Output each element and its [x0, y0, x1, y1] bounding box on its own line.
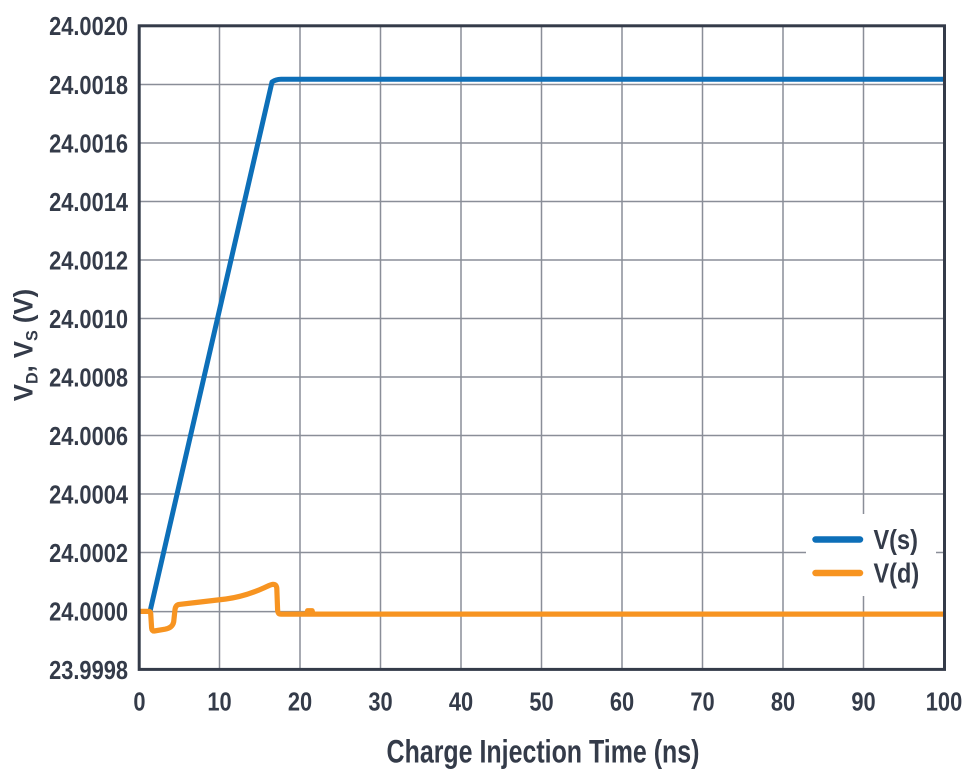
- svg-text:30: 30: [368, 688, 392, 717]
- svg-text:90: 90: [851, 688, 875, 717]
- svg-text:23.9998: 23.9998: [49, 656, 128, 685]
- svg-text:Charge Injection Time (ns): Charge Injection Time (ns): [387, 735, 700, 771]
- svg-text:24.0014: 24.0014: [49, 188, 129, 217]
- svg-text:100: 100: [926, 688, 962, 717]
- svg-text:24.0004: 24.0004: [49, 481, 129, 510]
- svg-text:24.0012: 24.0012: [49, 247, 128, 276]
- svg-text:24.0006: 24.0006: [49, 422, 128, 451]
- svg-text:70: 70: [690, 688, 714, 717]
- svg-text:10: 10: [207, 688, 231, 717]
- svg-text:V(d): V(d): [874, 558, 920, 588]
- svg-text:24.0020: 24.0020: [49, 12, 128, 41]
- svg-text:24.0016: 24.0016: [49, 130, 128, 159]
- svg-text:24.0002: 24.0002: [49, 539, 128, 568]
- svg-text:24.0018: 24.0018: [49, 71, 128, 100]
- svg-text:24.0000: 24.0000: [49, 598, 128, 627]
- svg-text:V(s): V(s): [874, 525, 918, 555]
- svg-text:24.0010: 24.0010: [49, 305, 128, 334]
- svg-text:20: 20: [288, 688, 312, 717]
- svg-text:60: 60: [610, 688, 634, 717]
- svg-text:0: 0: [133, 688, 145, 717]
- svg-text:80: 80: [771, 688, 795, 717]
- svg-text:24.0008: 24.0008: [49, 364, 128, 393]
- svg-text:VD, VS (V): VD, VS (V): [8, 289, 42, 401]
- svg-text:50: 50: [529, 688, 553, 717]
- svg-text:40: 40: [449, 688, 473, 717]
